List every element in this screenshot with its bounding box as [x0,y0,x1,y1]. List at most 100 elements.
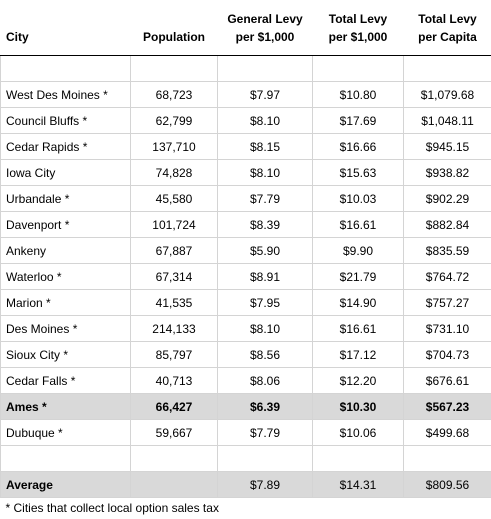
per-capita-cell: $764.72 [403,263,491,290]
population-cell: 101,724 [130,211,218,238]
spacer-row [0,55,491,82]
header-city: City [0,28,131,56]
total-levy-cell: $12.20 [312,367,404,394]
average-per-capita: $809.56 [403,471,491,498]
general-levy-cell: $8.15 [217,133,313,160]
header-general-levy-bottom: per $1,000 [217,28,313,56]
table-row: West Des Moines * 68,723 $7.97 $10.80 $1… [0,81,491,108]
average-total-levy: $14.31 [312,471,404,498]
city-cell: Dubuque * [0,419,131,446]
table-row: Des Moines * 214,133 $8.10 $16.61 $731.1… [0,315,491,342]
total-levy-cell: $21.79 [312,263,404,290]
general-levy-cell: $6.39 [217,393,313,420]
header-general-levy-top: General Levy [227,12,303,26]
city-cell: Waterloo * [0,263,131,290]
population-cell: 85,797 [130,341,218,368]
population-cell: 45,580 [130,185,218,212]
total-levy-cell: $9.90 [312,237,404,264]
table-row: Council Bluffs * 62,799 $8.10 $17.69 $1,… [0,107,491,134]
per-capita-cell: $902.29 [403,185,491,212]
city-cell: Sioux City * [0,341,131,368]
footnote-row: * Cities that collect local option sales… [1,498,491,519]
population-cell: 137,710 [130,133,218,160]
general-levy-cell: $8.10 [217,315,313,342]
city-cell: Cedar Rapids * [0,133,131,160]
general-levy-cell: $8.10 [217,159,313,186]
general-levy-cell: $8.06 [217,367,313,394]
total-levy-cell: $10.30 [312,393,404,420]
header-row-top: General Levy Total Levy Total Levy [1,1,491,29]
population-cell: 67,314 [130,263,218,290]
city-cell: Iowa City [0,159,131,186]
general-levy-cell: $7.95 [217,289,313,316]
per-capita-cell: $499.68 [403,419,491,446]
total-levy-cell: $16.61 [312,211,404,238]
header-total-levy-bottom: per $1,000 [312,28,404,56]
general-levy-cell: $8.91 [217,263,313,290]
city-cell: Cedar Falls * [0,367,131,394]
header-total-levy-capita-bottom: per Capita [403,28,491,56]
population-cell: 41,535 [130,289,218,316]
total-levy-cell: $17.69 [312,107,404,134]
table-row-highlighted: Ames * 66,427 $6.39 $10.30 $567.23 [0,393,491,420]
general-levy-cell: $8.56 [217,341,313,368]
per-capita-cell: $1,079.68 [403,81,491,108]
total-levy-cell: $10.03 [312,185,404,212]
city-cell: Council Bluffs * [0,107,131,134]
city-cell: Ames * [0,393,131,420]
table-row: Ankeny 67,887 $5.90 $9.90 $835.59 [0,237,491,264]
table-row: Sioux City * 85,797 $8.56 $17.12 $704.73 [0,341,491,368]
total-levy-cell: $10.06 [312,419,404,446]
average-general-levy: $7.89 [217,471,313,498]
general-levy-cell: $5.90 [217,237,313,264]
total-levy-cell: $17.12 [312,341,404,368]
per-capita-cell: $835.59 [403,237,491,264]
per-capita-cell: $938.82 [403,159,491,186]
population-cell: 62,799 [130,107,218,134]
population-cell: 40,713 [130,367,218,394]
population-cell: 66,427 [130,393,218,420]
header-blank [1,1,131,29]
table-row: Dubuque * 59,667 $7.79 $10.06 $499.68 [0,419,491,446]
total-levy-cell: $16.61 [312,315,404,342]
population-cell: 59,667 [130,419,218,446]
city-cell: Ankeny [0,237,131,264]
table-row: Marion * 41,535 $7.95 $14.90 $757.27 [0,289,491,316]
table-row: Cedar Rapids * 137,710 $8.15 $16.66 $945… [0,133,491,160]
total-levy-cell: $15.63 [312,159,404,186]
average-population-blank [130,471,218,498]
total-levy-cell: $10.80 [312,81,404,108]
per-capita-cell: $704.73 [403,341,491,368]
table-row: Waterloo * 67,314 $8.91 $21.79 $764.72 [0,263,491,290]
general-levy-cell: $8.10 [217,107,313,134]
average-row: Average $7.89 $14.31 $809.56 [0,471,491,498]
footnote: * Cities that collect local option sales… [5,501,219,515]
per-capita-cell: $945.15 [403,133,491,160]
total-levy-cell: $14.90 [312,289,404,316]
per-capita-cell: $567.23 [403,393,491,420]
population-cell: 67,887 [130,237,218,264]
population-cell: 214,133 [130,315,218,342]
city-cell: Des Moines * [0,315,131,342]
average-label: Average [0,471,131,498]
city-cell: Urbandale * [0,185,131,212]
total-levy-cell: $16.66 [312,133,404,160]
header-total-levy-top: Total Levy [328,12,388,26]
general-levy-cell: $7.97 [217,81,313,108]
table-row: Urbandale * 45,580 $7.79 $10.03 $902.29 [0,185,491,212]
header-blank [131,1,218,29]
header-row-bottom: City Population per $1,000 per $1,000 pe… [0,28,491,56]
header-population: Population [130,28,218,56]
city-cell: Davenport * [0,211,131,238]
spacer-row [0,445,491,472]
per-capita-cell: $757.27 [403,289,491,316]
table-row: Iowa City 74,828 $8.10 $15.63 $938.82 [0,159,491,186]
population-cell: 74,828 [130,159,218,186]
population-cell: 68,723 [130,81,218,108]
header-total-levy-capita-top: Total Levy [418,12,477,26]
city-cell: Marion * [0,289,131,316]
general-levy-cell: $7.79 [217,419,313,446]
per-capita-cell: $731.10 [403,315,491,342]
per-capita-cell: $1,048.11 [403,107,491,134]
